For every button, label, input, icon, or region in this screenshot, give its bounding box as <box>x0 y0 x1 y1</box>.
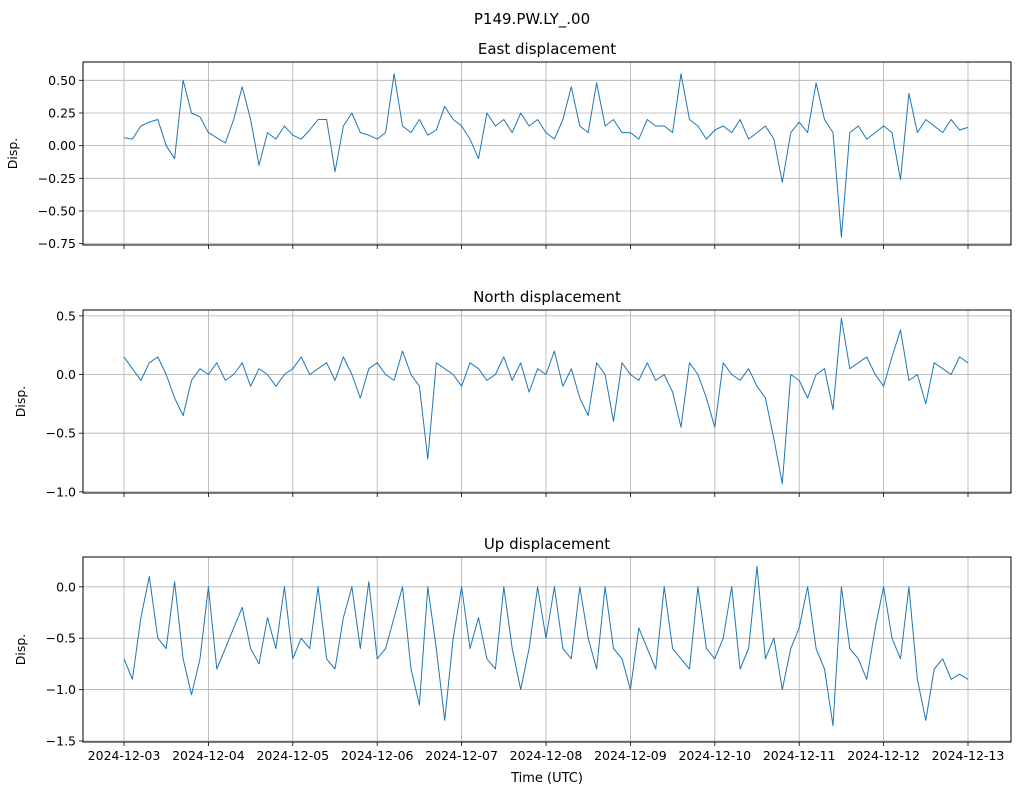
axes-frame <box>82 556 1012 743</box>
series-line <box>123 73 969 238</box>
y-axis-label: Disp. <box>5 138 20 170</box>
x-axis-label: Time (UTC) <box>510 771 583 786</box>
x-tick-label: 2024-12-07 <box>425 748 498 763</box>
y-tick-label: −0.50 <box>38 204 76 219</box>
y-tick-label: 0.00 <box>48 138 76 153</box>
x-tick-label: 2024-12-04 <box>172 748 245 763</box>
y-tick-label: −0.5 <box>46 631 76 646</box>
y-tick-label: −1.0 <box>46 682 76 697</box>
y-tick-label: −0.5 <box>46 426 76 441</box>
x-tick-label: 2024-12-06 <box>341 748 414 763</box>
x-tick-label: 2024-12-08 <box>510 748 583 763</box>
x-tick-label: 2024-12-10 <box>678 748 751 763</box>
panel-up: 2024-12-03 2024-12-04 2024-12-05 2024-12-06… <box>13 535 1012 763</box>
y-tick-label: −1.0 <box>46 484 76 499</box>
y-tick-label: −0.75 <box>38 236 76 251</box>
y-tick-label: −0.25 <box>38 171 76 186</box>
y-axis-label: Disp. <box>13 386 28 418</box>
y-axis-label: Disp. <box>13 634 28 666</box>
x-tick-label: 2024-12-09 <box>594 748 667 763</box>
figure-title: P149.PW.LY_.00 <box>474 10 590 29</box>
x-tick-label: 2024-12-11 <box>763 748 836 763</box>
x-tick-label: 2024-12-13 <box>932 748 1005 763</box>
panel-title: North displacement <box>473 288 621 306</box>
axes-frame <box>82 309 1012 494</box>
y-tick-label: 0.50 <box>48 73 76 88</box>
x-tick-label: 2024-12-12 <box>847 748 920 763</box>
x-tick-label: 2024-12-05 <box>256 748 329 763</box>
y-tick-label: 0.0 <box>56 367 76 382</box>
panel-title: Up displacement <box>484 535 610 553</box>
series-line <box>123 565 969 727</box>
series-line <box>123 317 969 485</box>
axes-frame <box>82 61 1012 246</box>
y-tick-label: 0.0 <box>56 579 76 594</box>
panel-north: 0.5 0.0 −0.5 −1.0 North displacement Disp. <box>13 288 1012 499</box>
y-tick-label: 0.25 <box>48 105 76 120</box>
y-tick-label: −1.5 <box>46 733 76 748</box>
y-tick-label: 0.5 <box>56 308 76 323</box>
panel-east: 0.50 0.25 0.00 −0.25 −0.50 −0.75 East displace… <box>5 40 1012 251</box>
panel-title: East displacement <box>478 40 616 58</box>
x-tick-label: 2024-12-03 <box>88 748 161 763</box>
